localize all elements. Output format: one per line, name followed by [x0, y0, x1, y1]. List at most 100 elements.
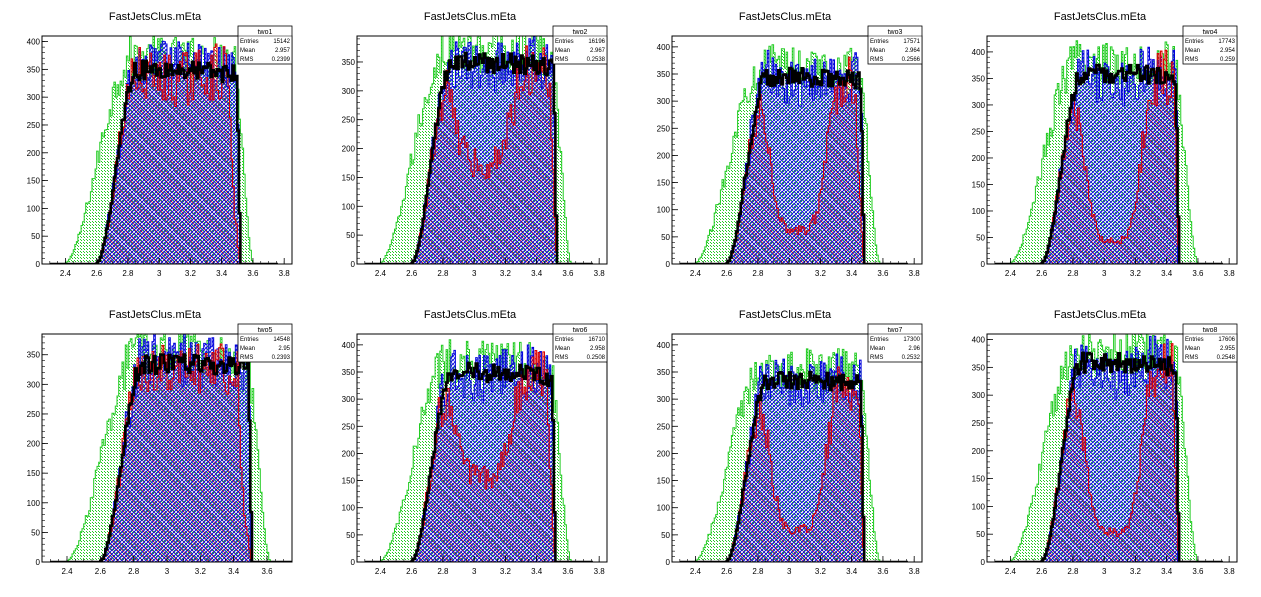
y-tick-label: 150	[657, 477, 671, 486]
x-tick-label: 3.8	[594, 567, 606, 576]
x-tick-label: 2.4	[375, 269, 387, 278]
x-tick-label: 3.8	[594, 269, 606, 278]
stats-name: two3	[888, 29, 903, 36]
x-tick-label: 2.8	[437, 567, 449, 576]
x-tick-label: 2.8	[122, 269, 134, 278]
stats-value: 17571	[903, 39, 920, 45]
stats-box-frame	[867, 323, 923, 363]
stats-value: 16710	[588, 337, 605, 343]
x-tick-label: 2.8	[1067, 269, 1079, 278]
stats-box: two2 Entries 16196 Mean 2.967 RMS 0.2538	[552, 25, 608, 65]
x-tick-label: 2.8	[752, 567, 764, 576]
y-tick-label: 350	[27, 351, 41, 360]
histogram-panel-two5: FastJetsClus.mEta 2.4 2.6 2.8 3 3.2 3.4 3.6 0 50 1…	[27, 309, 293, 576]
y-tick-label: 200	[342, 449, 356, 458]
stats-box: two6 Entries 16710 Mean 2.958 RMS 0.2508	[552, 323, 608, 363]
x-tick-label: 3.8	[1224, 567, 1236, 576]
stats-label: RMS	[240, 57, 253, 63]
y-tick-label: 200	[27, 440, 41, 449]
stats-value: 17300	[903, 337, 920, 343]
x-tick-label: 2.6	[95, 567, 107, 576]
y-tick-label: 350	[342, 58, 356, 67]
x-tick-label: 3.2	[815, 269, 827, 278]
histogram-panel-two2: FastJetsClus.mEta 2.4 2.6 2.8 3 3.2 3.4 3.6 3.8 0…	[342, 11, 608, 278]
stats-box-frame	[552, 323, 608, 363]
stats-box-frame	[237, 25, 293, 65]
y-tick-label: 100	[657, 206, 671, 215]
stats-label: RMS	[555, 355, 568, 361]
stats-label: Mean	[1185, 346, 1200, 352]
stats-label: RMS	[870, 57, 883, 63]
y-tick-label: 50	[346, 531, 355, 540]
y-tick-label: 250	[657, 422, 671, 431]
stats-label: Mean	[1185, 48, 1200, 54]
y-tick-label: 50	[31, 232, 40, 241]
y-tick-label: 400	[27, 38, 41, 47]
stats-box: two8 Entries 17606 Mean 2.955 RMS 0.2548	[1182, 323, 1238, 363]
y-tick-label: 50	[976, 530, 985, 539]
stats-name: two7	[888, 327, 903, 334]
histogram-black-series	[679, 370, 908, 562]
y-tick-label: 0	[981, 558, 986, 567]
stats-value: 16196	[588, 39, 605, 45]
x-tick-label: 2.8	[437, 269, 449, 278]
y-tick-label: 250	[972, 127, 986, 136]
stats-name: two2	[573, 29, 588, 36]
y-tick-label: 300	[342, 395, 356, 404]
y-tick-label: 350	[657, 70, 671, 79]
x-tick-label: 3.8	[279, 269, 291, 278]
stats-label: Entries	[240, 337, 259, 343]
plot-area	[364, 339, 593, 562]
x-tick-label: 3	[787, 269, 792, 278]
stats-label: Entries	[555, 39, 574, 45]
stats-value: 15142	[273, 39, 290, 45]
stats-value: 0.259	[1220, 57, 1236, 63]
x-tick-label: 3.4	[1161, 567, 1173, 576]
histogram-title: FastJetsClus.mEta	[424, 309, 517, 321]
x-tick-label: 2.6	[1036, 567, 1048, 576]
y-tick-label: 350	[972, 363, 986, 372]
stats-value: 0.2548	[1217, 355, 1236, 361]
y-tick-label: 400	[342, 341, 356, 350]
stats-box-frame	[1182, 323, 1238, 363]
histogram-black-series	[364, 51, 593, 264]
x-tick-label: 3.2	[815, 567, 827, 576]
stats-label: Entries	[870, 337, 889, 343]
x-tick-label: 2.6	[721, 269, 733, 278]
histogram-panel-two7: FastJetsClus.mEta 2.4 2.6 2.8 3 3.2 3.4 3.6 3.8 0…	[657, 309, 923, 576]
x-tick-label: 2.8	[752, 269, 764, 278]
plot-area	[679, 44, 908, 264]
y-tick-label: 0	[351, 260, 356, 269]
x-tick-label: 3.4	[846, 567, 858, 576]
plot-area	[994, 40, 1223, 264]
y-tick-label: 400	[972, 336, 986, 345]
y-tick-label: 350	[972, 74, 986, 83]
y-tick-label: 100	[342, 202, 356, 211]
stats-value: 2.955	[1220, 346, 1236, 352]
histogram-panel-two6: FastJetsClus.mEta 2.4 2.6 2.8 3 3.2 3.4 3.6 3.8 0…	[342, 309, 608, 576]
y-tick-label: 200	[972, 154, 986, 163]
x-tick-label: 2.4	[1005, 269, 1017, 278]
stats-label: RMS	[1185, 57, 1198, 63]
y-tick-label: 0	[666, 260, 671, 269]
x-tick-label: 3.6	[1192, 567, 1204, 576]
y-tick-label: 0	[981, 260, 986, 269]
y-tick-label: 0	[666, 558, 671, 567]
histogram-panel-two3: FastJetsClus.mEta 2.4 2.6 2.8 3 3.2 3.4 3.6 3.8 0…	[657, 11, 923, 278]
stats-label: Mean	[555, 48, 570, 54]
x-tick-label: 2.6	[406, 567, 418, 576]
x-tick-label: 3	[472, 567, 477, 576]
x-tick-label: 3.6	[247, 269, 259, 278]
x-tick-label: 3.4	[846, 269, 858, 278]
histogram-title: FastJetsClus.mEta	[739, 309, 832, 321]
stats-label: RMS	[1185, 355, 1198, 361]
y-tick-label: 300	[27, 380, 41, 389]
histogram-title: FastJetsClus.mEta	[424, 11, 517, 23]
x-tick-label: 2.4	[61, 567, 73, 576]
y-tick-label: 150	[342, 477, 356, 486]
x-tick-label: 2.4	[690, 269, 702, 278]
stats-label: RMS	[240, 355, 253, 361]
y-tick-label: 50	[346, 231, 355, 240]
y-tick-label: 400	[657, 341, 671, 350]
